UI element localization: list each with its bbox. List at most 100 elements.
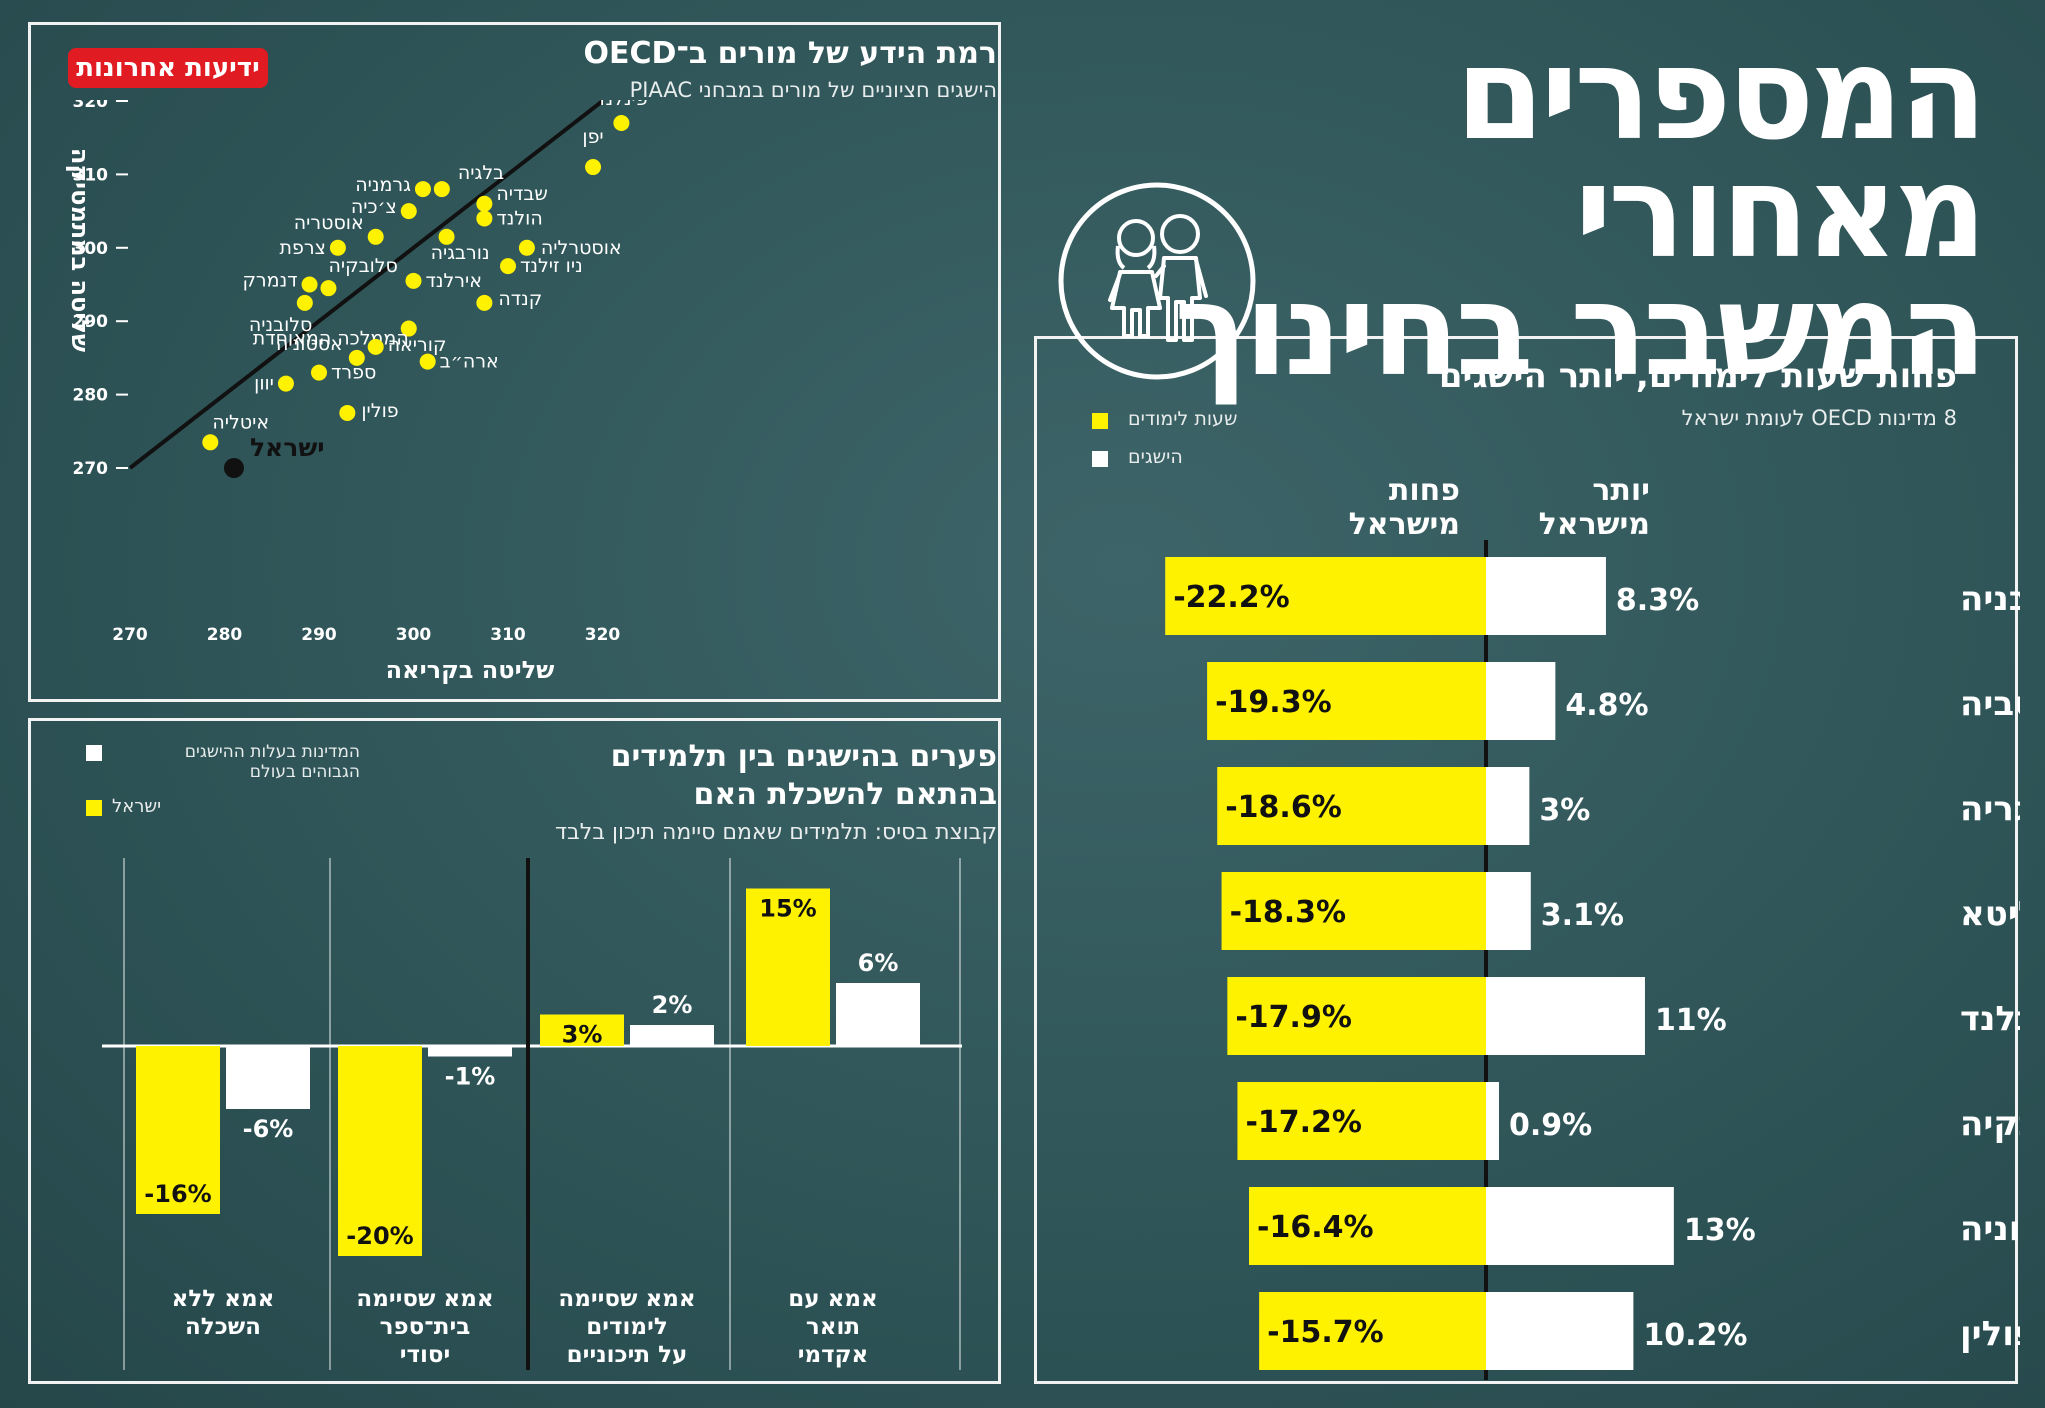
- country-point: [339, 404, 356, 421]
- country-point: [500, 258, 516, 275]
- country-point: [311, 364, 327, 381]
- achievements-bar: [1486, 662, 1556, 740]
- hours-bar-label: -19.3%: [1215, 685, 1332, 720]
- israel-bar-label: -16%: [144, 1180, 211, 1208]
- country-label: ליטא: [1960, 894, 2020, 934]
- gap-legend-top: המדינות בעלות ההישגים הגבוהים בעולם: [86, 742, 366, 792]
- category-label: אמא שסיימה: [356, 1286, 493, 1312]
- y-tick-label: 320: [73, 100, 109, 112]
- hours-bar-label: -22.2%: [1173, 580, 1290, 615]
- country-point: [405, 272, 422, 289]
- country-label: יוון: [254, 373, 274, 395]
- country-point: [433, 181, 450, 198]
- x-tick-label: 280: [207, 625, 243, 645]
- top-countries-bar-label: 2%: [652, 991, 693, 1019]
- hours-legend-hours-label: שעות לימודים: [1128, 408, 1238, 430]
- achievements-bar-label: 8.3%: [1616, 583, 1699, 618]
- country-label: בלגיה: [458, 162, 504, 184]
- category-label: אמא עם: [788, 1286, 877, 1312]
- country-point: [438, 228, 455, 245]
- country-point: [348, 349, 365, 366]
- category-label: השכלה: [185, 1314, 261, 1340]
- x-tick-label: 290: [301, 625, 337, 645]
- hours-panel: [1034, 336, 2018, 1384]
- country-label: ספרד: [331, 362, 376, 384]
- hours-bar: [1259, 1292, 1486, 1370]
- achievements-bar-label: 10.2%: [1643, 1318, 1747, 1353]
- country-label: ארה״ב: [440, 351, 499, 373]
- top-countries-bar-label: -6%: [243, 1115, 294, 1143]
- country-point: [329, 239, 346, 256]
- gap-title: פערים בהישגים בין תלמידים בהתאם להשכלת ה…: [397, 738, 997, 814]
- y-tick-label: 270: [73, 459, 109, 479]
- x-tick-label: 300: [396, 625, 432, 645]
- category-label: אמא שסיימה: [558, 1286, 695, 1312]
- hours-bar: [1249, 1187, 1486, 1265]
- hours-bar: [1165, 557, 1486, 635]
- country-point: [400, 320, 417, 337]
- hours-bar: [1227, 977, 1486, 1055]
- country-point: [301, 276, 318, 293]
- country-point: [476, 294, 493, 311]
- hours-bar-label: -17.2%: [1245, 1105, 1362, 1140]
- israel-bar: [540, 1014, 624, 1046]
- country-label: סלובניה: [1960, 579, 2020, 619]
- gap-legend-israel-label: ישראל: [112, 796, 162, 817]
- country-point: [202, 434, 219, 451]
- achievements-bar: [1486, 872, 1531, 950]
- country-label: סלובניה: [249, 314, 313, 336]
- country-point: [585, 159, 602, 176]
- y-axis-label: שליטה במתמטיקה: [66, 148, 94, 352]
- y-tick-label: 300: [73, 239, 109, 259]
- gap-legend-israel: ישראל: [86, 796, 186, 820]
- scatter-subtitle: הישגים חציוניים של מורים במבחני PIAAC: [629, 78, 997, 102]
- hours-bar-label: -17.9%: [1235, 1000, 1352, 1035]
- country-point: [367, 228, 384, 245]
- country-label: סלובקיה: [328, 255, 397, 277]
- country-label: פינלנד: [595, 100, 648, 110]
- x-tick-label: 270: [112, 625, 148, 645]
- country-label: אירלנד: [426, 270, 482, 292]
- achievements-bar: [1486, 767, 1530, 845]
- country-label: לטביה: [1960, 684, 2020, 724]
- scatter-chart: 270 280 290 300 310 320 270 280 290 300 310 320 שליט…: [66, 100, 648, 684]
- gap-legend-top-line2: הגבוהים בעולם: [249, 762, 360, 782]
- scatter-title: רמת הידע של מורים ב־OECD: [583, 36, 997, 71]
- country-label: פולין: [361, 400, 398, 422]
- top-countries-bar: [226, 1046, 310, 1109]
- country-label: קנדה: [498, 288, 542, 310]
- achievements-bar-label: 0.9%: [1509, 1108, 1592, 1143]
- trend-line: [128, 100, 604, 470]
- hours-bar: [1207, 662, 1486, 740]
- category-label: לימודים: [586, 1314, 668, 1340]
- top-countries-bar: [630, 1025, 714, 1046]
- hours-legend-hours-swatch: [1092, 413, 1108, 429]
- country-point: [277, 375, 294, 392]
- hours-title: פחות שעות לימודים, יותר הישגים: [1438, 356, 1957, 396]
- gap-panel: [28, 718, 1001, 1384]
- hours-bar-label: -15.7%: [1267, 1315, 1384, 1350]
- hours-legend-achievements-swatch: [1092, 451, 1108, 467]
- country-point: [414, 181, 431, 198]
- country-label: נורבגיה: [431, 242, 490, 264]
- country-label: אסטוניה: [1960, 1209, 2020, 1249]
- country-point: [518, 239, 535, 256]
- country-point: [367, 338, 384, 355]
- main-title: המספרים מאחורי המשבר בחינוך: [1083, 31, 1987, 405]
- gap-legend-top-label: המדינות בעלות ההישגים הגבוהים בעולם: [110, 742, 360, 782]
- achievements-bar-label: 11%: [1655, 1003, 1727, 1038]
- achievements-bar: [1486, 1082, 1500, 1160]
- scatter-panel: [28, 22, 1001, 702]
- country-point: [320, 280, 337, 297]
- israel-point: [223, 458, 244, 478]
- country-point: [476, 195, 493, 212]
- country-label: סלובקיה: [1960, 1104, 2020, 1144]
- main-title-line2: המשבר בחינוך: [1174, 256, 1987, 405]
- achievements-bar-label: 3%: [1539, 793, 1590, 828]
- top-countries-bar: [836, 983, 920, 1046]
- country-label: שבדיה: [496, 183, 547, 205]
- gap-legend-israel-swatch: [86, 800, 102, 816]
- hours-col-more-line1: יותר: [1592, 473, 1650, 508]
- hours-legend-hours: שעות לימודים: [1092, 408, 1292, 434]
